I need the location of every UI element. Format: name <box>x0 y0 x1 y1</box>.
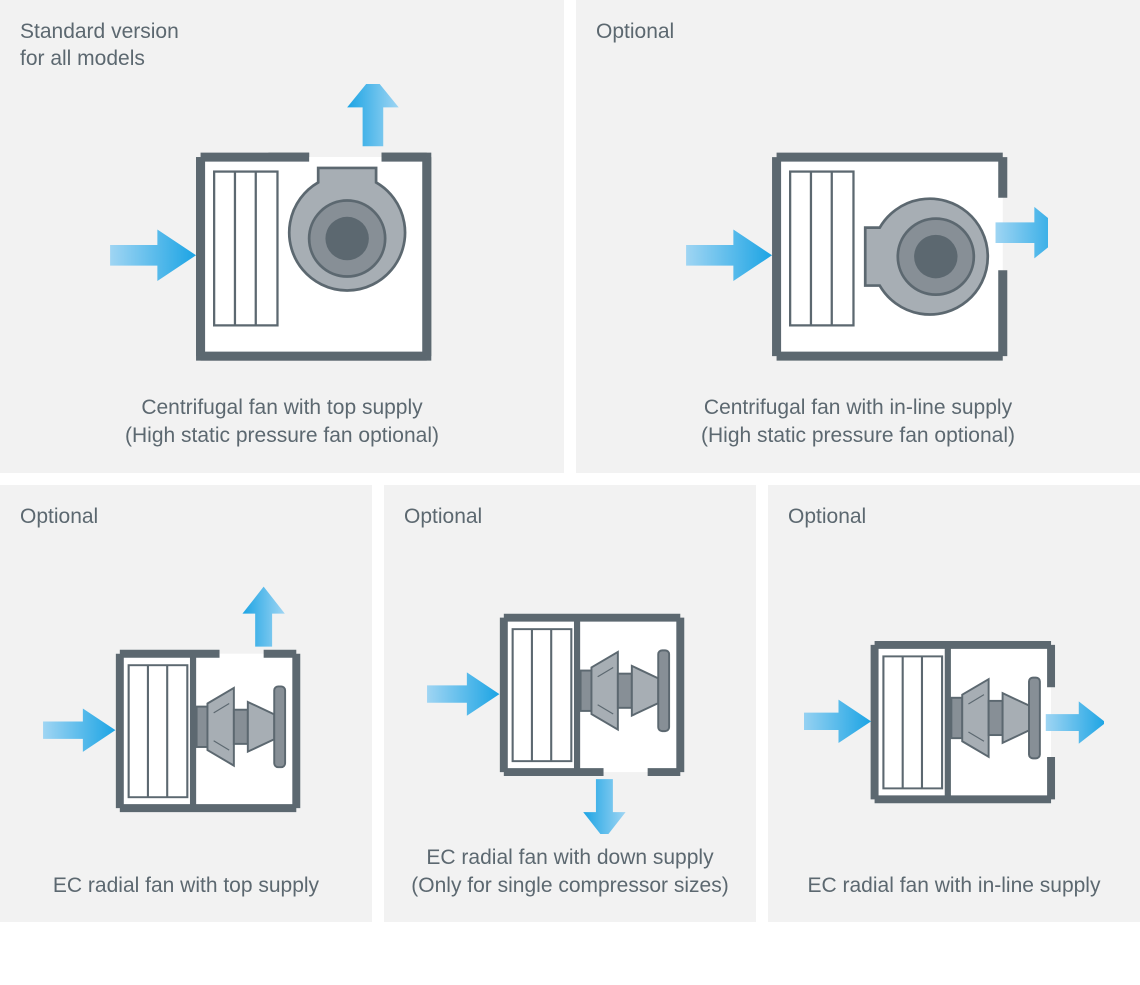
caption-line2: (High static pressure fan optional) <box>701 424 1015 447</box>
panel-header: Optional <box>404 503 736 559</box>
header-line1: Standard version <box>20 20 179 43</box>
caption-line2: (Only for single compressor sizes) <box>411 874 728 897</box>
bottom-row: Optional <box>0 485 1140 923</box>
panel-ec-inline: Optional <box>768 485 1140 923</box>
panel-centrifugal-inline: Optional <box>576 0 1140 473</box>
panel-header: Optional <box>20 503 352 559</box>
caption-line1: EC radial fan with down supply <box>426 846 713 869</box>
panel-ec-top: Optional <box>0 485 372 923</box>
caption: Centrifugal fan with top supply (High st… <box>20 394 544 451</box>
header-line1: Optional <box>404 505 482 528</box>
diagram-centrifugal-inline <box>596 74 1120 394</box>
caption-line1: EC radial fan with in-line supply <box>808 874 1101 897</box>
panel-header: Standard version for all models <box>20 18 544 74</box>
diagram-centrifugal-top <box>20 74 544 394</box>
panel-header: Optional <box>788 503 1120 559</box>
diagram-ec-inline <box>788 559 1120 872</box>
caption-line1: EC radial fan with top supply <box>53 874 319 897</box>
header-line1: Optional <box>20 505 98 528</box>
diagram-ec-top <box>20 559 352 872</box>
header-line2: for all models <box>20 47 145 70</box>
caption: EC radial fan with in-line supply <box>788 872 1120 900</box>
panel-centrifugal-top: Standard version for all models <box>0 0 564 473</box>
caption-line2: (High static pressure fan optional) <box>125 424 439 447</box>
caption-line1: Centrifugal fan with in-line supply <box>704 396 1012 419</box>
caption: EC radial fan with top supply <box>20 872 352 900</box>
diagram-ec-down <box>404 559 736 844</box>
caption: EC radial fan with down supply (Only for… <box>404 844 736 901</box>
caption: Centrifugal fan with in-line supply (Hig… <box>596 394 1120 451</box>
header-line1: Optional <box>596 20 674 43</box>
header-line1: Optional <box>788 505 866 528</box>
panel-ec-down: Optional <box>384 485 756 923</box>
top-row: Standard version for all models <box>0 0 1140 473</box>
panel-header: Optional <box>596 18 1120 74</box>
caption-line1: Centrifugal fan with top supply <box>141 396 422 419</box>
